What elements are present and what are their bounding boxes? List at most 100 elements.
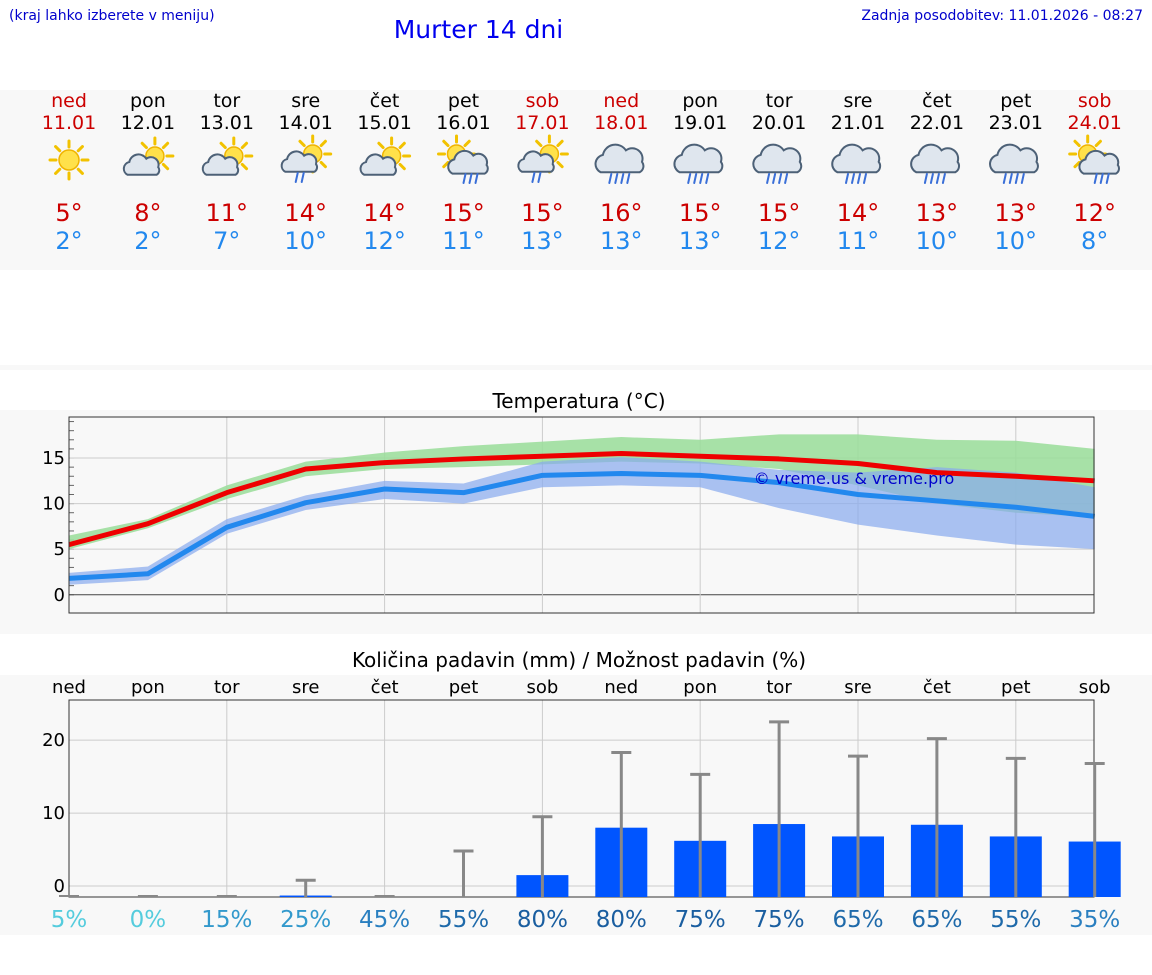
precip-probability: 75%: [675, 907, 726, 933]
separator: [0, 365, 1152, 370]
cloud-shape: [280, 150, 319, 173]
rain-drop: [1014, 173, 1019, 184]
temp-max: 15°: [758, 199, 801, 227]
cloud-shape: [122, 153, 161, 176]
rain-drop: [620, 173, 625, 184]
precip-probability: 55%: [990, 907, 1041, 933]
cloud-shape: [910, 143, 961, 174]
sun-ray: [76, 167, 84, 175]
day-date: 20.01: [752, 112, 806, 134]
x-category-label: ned: [604, 677, 638, 698]
sun-ray: [54, 167, 62, 175]
sun-ray: [319, 160, 327, 169]
precip-probability: 80%: [596, 907, 647, 933]
precip-probability: 65%: [911, 907, 962, 933]
rain-cloud-icon: [594, 143, 645, 184]
x-category-label: pet: [1001, 677, 1031, 698]
day-date: 19.01: [673, 112, 727, 134]
rain-drop: [845, 173, 849, 184]
rain-drop: [778, 173, 783, 184]
sun-ray: [442, 160, 450, 169]
rain-drop: [929, 173, 934, 184]
sun-cloud-rain-icon: [280, 134, 333, 183]
day-name: pet: [1000, 90, 1031, 112]
temp-min: 12°: [363, 227, 406, 255]
sun-ray: [298, 139, 306, 148]
cloud-shape: [201, 153, 240, 176]
day-name: ned: [603, 90, 639, 112]
temp-min: 12°: [758, 227, 801, 255]
precip-probability: 25%: [280, 907, 331, 933]
day-date: 24.01: [1067, 112, 1121, 134]
temp-max: 5°: [55, 199, 82, 227]
rain-drop: [766, 173, 771, 184]
day-name: čet: [922, 90, 952, 112]
x-category-label: čet: [371, 677, 399, 698]
page-title: Murter 14 dni: [393, 15, 564, 44]
x-category-label: tor: [214, 677, 240, 698]
chart-title: Količina padavin (mm) / Možnost padavin …: [352, 648, 806, 672]
rain-drop: [1002, 173, 1007, 184]
day-name: čet: [370, 90, 400, 112]
x-category-label: pon: [131, 677, 165, 698]
rain-drop: [923, 173, 928, 184]
sun-rain-cloud-icon: [1068, 134, 1120, 184]
sun-ray: [76, 145, 84, 153]
rain-cloud-icon: [752, 143, 803, 184]
day-date: 22.01: [910, 112, 964, 134]
sun-ray: [319, 139, 327, 148]
sun-cloud-icon: [359, 136, 412, 176]
temp-max: 8°: [134, 199, 161, 227]
sun-cloud-icon: [201, 136, 254, 176]
temp-max: 14°: [363, 199, 406, 227]
day-date: 14.01: [278, 112, 332, 134]
y-tick-label: 10: [42, 494, 65, 515]
sun-ray: [240, 162, 249, 171]
rain-drop: [1099, 173, 1104, 184]
sun-cloud-rain-icon: [517, 134, 569, 183]
day-date: 12.01: [121, 112, 175, 134]
temp-min: 11°: [837, 227, 880, 255]
x-category-label: pon: [683, 677, 717, 698]
precip-probability: 5%: [51, 907, 88, 933]
daily-forecast-row: ned11.015°2°pon12.018°2°tor13.0111°7°sre…: [42, 90, 1122, 255]
sun-rain-cloud-icon: [437, 134, 489, 184]
sun-disc: [58, 149, 80, 171]
rain-drop: [1093, 173, 1098, 184]
rain-cloud-icon: [910, 143, 961, 184]
sun-ray: [442, 139, 450, 148]
cloud-shape: [989, 143, 1039, 174]
tmax-line: [68, 450, 1095, 548]
sun-ray: [240, 141, 249, 150]
sun-ray: [1073, 139, 1081, 148]
day-name: pet: [448, 90, 479, 112]
y-tick-label: 10: [42, 803, 65, 824]
sun-ray: [161, 162, 170, 171]
x-category-label: ned: [52, 677, 86, 698]
rain-drop: [468, 173, 473, 184]
day-date: 16.01: [436, 112, 490, 134]
temp-min: 2°: [55, 227, 82, 255]
rain-drop: [614, 173, 619, 184]
chart-title: Temperatura (°C): [491, 389, 665, 413]
day-name: ned: [51, 90, 87, 112]
rain-cloud-icon: [831, 143, 882, 184]
day-name: sre: [844, 90, 873, 112]
day-date: 11.01: [42, 112, 96, 134]
rain-drop: [705, 173, 710, 184]
rain-drop: [294, 172, 299, 183]
rain-drop: [1008, 173, 1013, 184]
sun-ray: [398, 141, 406, 150]
location-hint-link[interactable]: (kraj lahko izberete v meniju): [9, 8, 215, 24]
sun-ray: [219, 141, 227, 150]
x-category-label: sre: [844, 677, 871, 698]
sun-shape: [48, 139, 90, 181]
y-tick-label: 5: [54, 539, 65, 560]
